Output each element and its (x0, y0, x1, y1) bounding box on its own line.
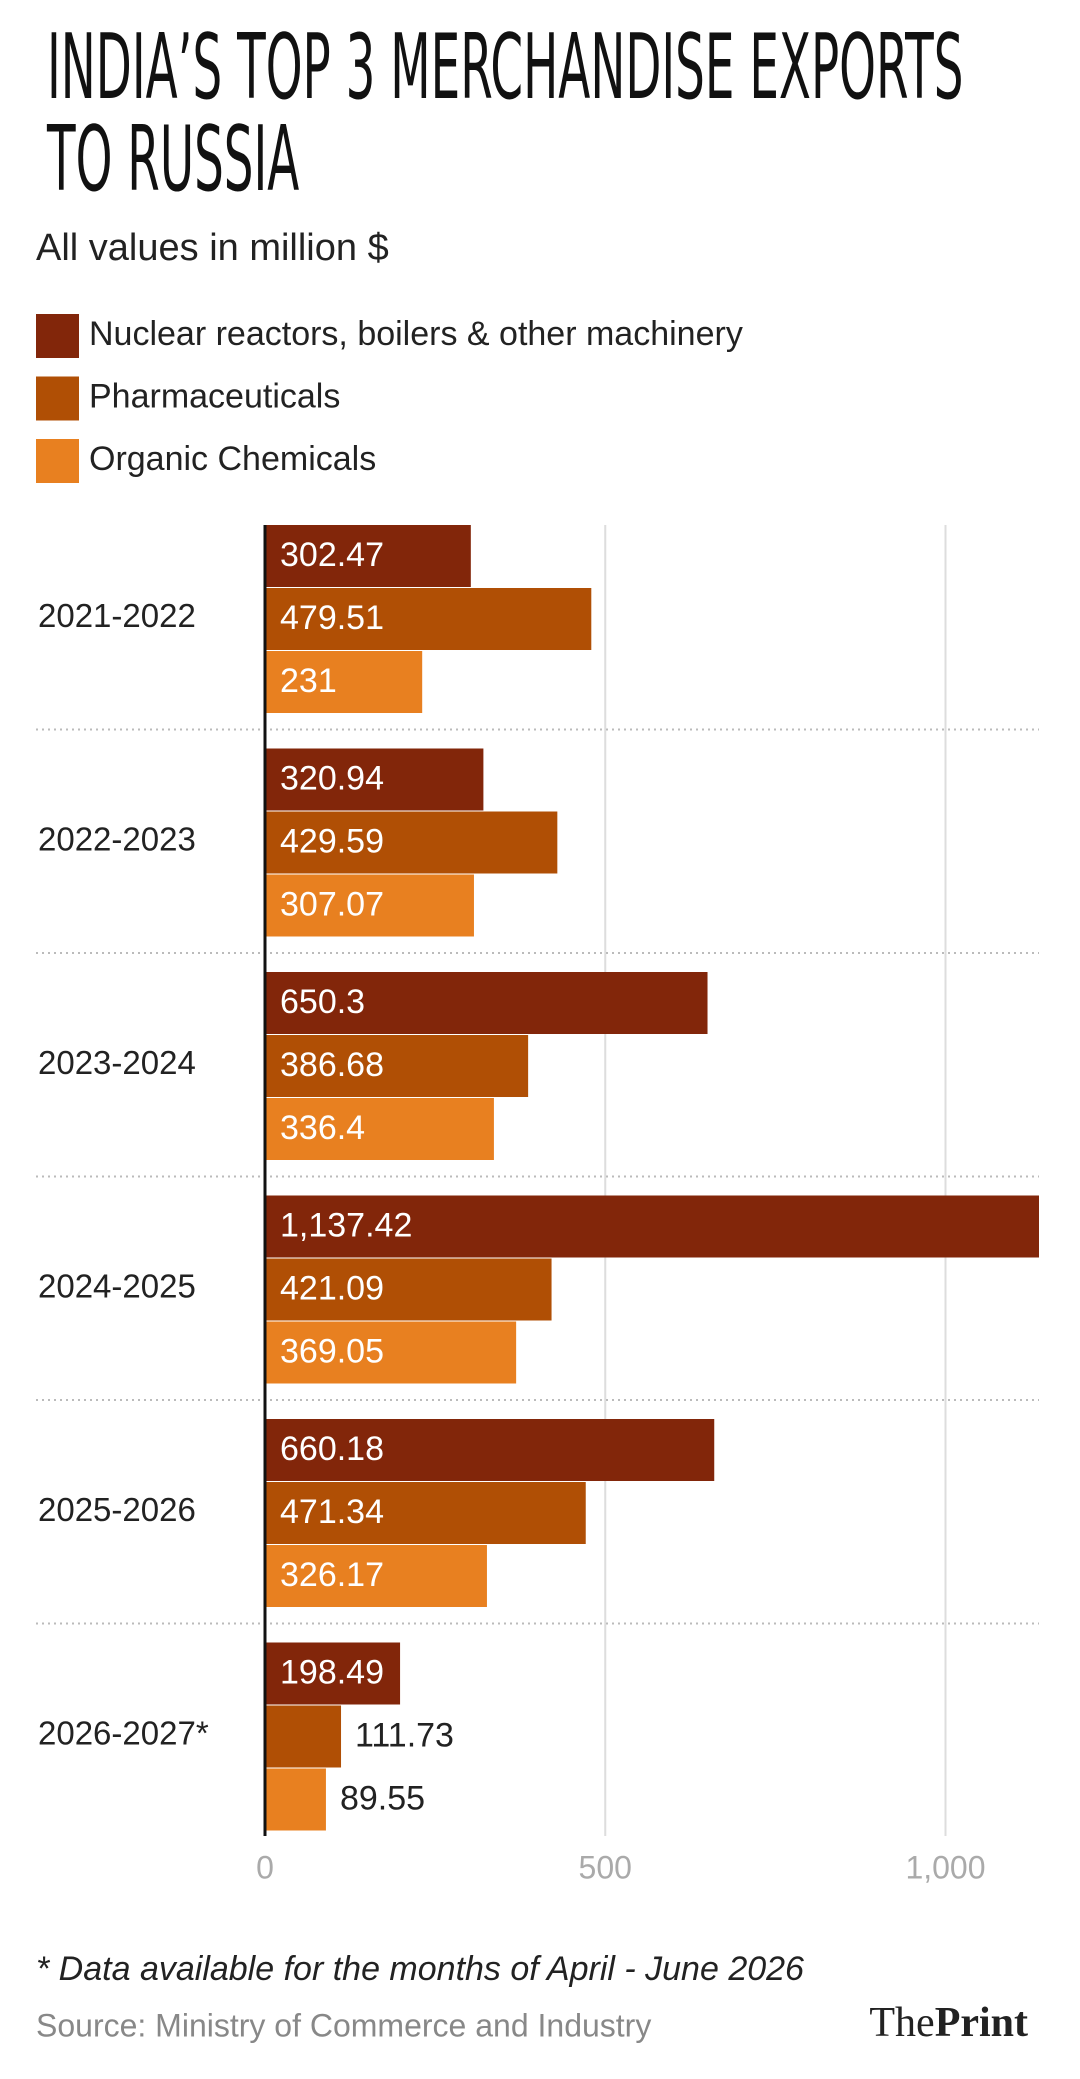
footnote: * Data available for the months of April… (36, 1950, 804, 1988)
y-tick-label: 2025-2026 (38, 1491, 196, 1528)
y-tick-label: 2023-2024 (38, 1044, 196, 1081)
value-label: 89.55 (340, 1779, 425, 1817)
y-tick-label: 2026-2027* (38, 1715, 209, 1752)
value-label: 198.49 (280, 1653, 384, 1691)
legend-swatch (36, 376, 79, 421)
bar (265, 1321, 517, 1384)
bar (265, 1195, 1039, 1258)
value-label: 421.09 (280, 1269, 384, 1307)
y-tick-label: 2021-2022 (38, 597, 196, 634)
bar (265, 525, 471, 587)
legend-label: Pharmaceuticals (89, 377, 340, 415)
source: Source: Ministry of Commerce and Industr… (36, 2007, 651, 2043)
x-tick-label: 1,000 (905, 1849, 985, 1885)
value-label: 386.68 (280, 1046, 384, 1084)
y-tick-label: 2024-2025 (38, 1268, 196, 1305)
value-label: 429.59 (280, 822, 384, 860)
value-label: 1,137.42 (280, 1206, 412, 1244)
y-tick-label: 2022-2023 (38, 821, 196, 858)
bar (265, 972, 708, 1034)
value-label: 231 (280, 662, 337, 700)
legend-label: Organic Chemicals (89, 440, 376, 478)
x-tick-label: 0 (256, 1849, 274, 1885)
logo: ThePrint (869, 2000, 1028, 2046)
bar (265, 1545, 487, 1607)
bar (265, 588, 592, 650)
bar (265, 811, 558, 874)
logo-part: Print (935, 2000, 1028, 2046)
bar (265, 1482, 586, 1544)
value-label: 111.73 (355, 1716, 454, 1754)
bar (265, 1642, 401, 1705)
logo-part: The (869, 2000, 934, 2046)
bar (265, 1035, 529, 1097)
bar (265, 874, 474, 937)
value-label: 320.94 (280, 759, 384, 797)
bar (265, 748, 484, 811)
value-label: 479.51 (280, 599, 384, 637)
value-label: 660.18 (280, 1430, 384, 1468)
value-label: 326.17 (280, 1556, 384, 1594)
chart-title: INDIA’S TOP 3 MERCHANDISE EXPORTS TO RUS… (47, 15, 964, 212)
bar (265, 1258, 552, 1321)
subtitle: All values in million $ (36, 227, 389, 269)
bar (265, 1768, 326, 1831)
bar (265, 1419, 715, 1481)
bar (265, 651, 423, 713)
value-label: 471.34 (280, 1493, 384, 1531)
value-label: 650.3 (280, 983, 365, 1021)
x-tick-label: 500 (579, 1849, 632, 1885)
value-label: 307.07 (280, 885, 384, 923)
legend-label: Nuclear reactors, boilers & other machin… (89, 315, 743, 353)
value-label: 302.47 (280, 536, 384, 574)
bar (265, 1098, 494, 1160)
legend-swatch (36, 314, 79, 358)
value-label: 369.05 (280, 1332, 384, 1370)
value-label: 336.4 (280, 1109, 365, 1147)
legend-swatch (36, 439, 79, 483)
bar (265, 1705, 342, 1768)
